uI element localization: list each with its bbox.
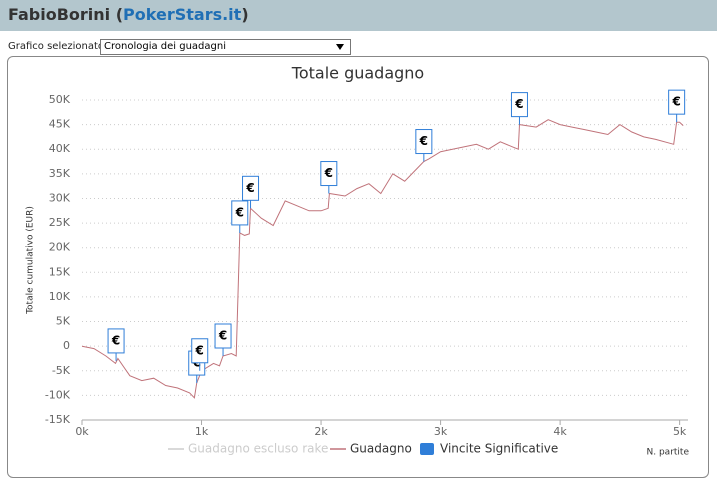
flag-label: €	[218, 329, 227, 343]
y-tick-label: 40K	[49, 142, 71, 155]
flag-label: €	[195, 343, 204, 357]
flag-box	[668, 89, 686, 115]
flag: €	[320, 161, 338, 194]
y-tick-label: 0	[63, 339, 70, 352]
flag-label: €	[671, 95, 680, 109]
x-tick-label: 0k	[75, 425, 89, 438]
y-tick-label: 30K	[49, 191, 71, 204]
flag-label: €	[111, 333, 120, 347]
y-tick-label: 25K	[49, 216, 71, 229]
flag: €	[191, 338, 209, 371]
flag: €	[415, 129, 433, 162]
flag: €	[231, 200, 249, 233]
flag-box	[214, 323, 232, 349]
flag-label: €	[419, 134, 428, 148]
header: FabioBorini (PokerStars.it)	[0, 0, 717, 31]
site-link[interactable]: PokerStars.it	[123, 5, 242, 24]
flag: €	[242, 175, 260, 209]
flag-label: €	[235, 205, 244, 219]
y-axis-title: Totale cumulativo (EUR)	[26, 206, 36, 315]
y-tick-label: 5K	[56, 315, 71, 328]
flag-box	[231, 200, 249, 226]
y-tick-label: -5K	[52, 364, 71, 377]
select-value: Cronologia dei guadagni	[104, 41, 226, 52]
select-label: Grafico selezionato	[8, 41, 105, 52]
flag-box	[191, 338, 209, 364]
title-end: )	[241, 5, 249, 24]
flag-box	[415, 129, 433, 155]
legend-label: Guadagno escluso rake	[188, 442, 328, 456]
y-tick-label: -10K	[45, 388, 71, 401]
legend-label: Guadagno	[350, 442, 412, 456]
x-tick-label: 4k	[553, 425, 567, 438]
y-tick-label: 20K	[49, 241, 71, 254]
y-tick-label: -15K	[45, 413, 71, 426]
flag-box	[510, 92, 528, 118]
legend-swatch	[420, 443, 434, 455]
flag-box	[320, 161, 338, 187]
flag-label: €	[514, 97, 523, 111]
y-tick-label: 10K	[49, 290, 71, 303]
chart: Totale guadagno Totale cumulativo (EUR) …	[26, 64, 690, 458]
flag: €	[510, 92, 528, 125]
chart-select[interactable]: Cronologia dei guadagni	[100, 39, 351, 55]
x-tick-label: 1k	[195, 425, 209, 438]
y-tick-label: 35K	[49, 167, 71, 180]
flag-label: €	[245, 181, 254, 195]
x-tick-label: 2k	[314, 425, 328, 438]
y-tick-label: 15K	[49, 265, 71, 278]
x-axis-note: N. partite	[647, 448, 690, 458]
select-arrow	[336, 44, 344, 50]
y-tick-label: 50K	[49, 93, 71, 106]
flag: €	[214, 323, 232, 356]
flag-label: €	[324, 166, 333, 180]
flag-box	[242, 175, 260, 201]
y-tick-label: 45K	[49, 118, 71, 131]
flag: €	[107, 328, 125, 361]
x-tick-label: 5k	[673, 425, 687, 438]
player-name: FabioBorini (	[8, 5, 124, 24]
header-title: FabioBorini (PokerStars.it)	[8, 5, 249, 24]
line-series	[81, 119, 684, 399]
flag: €	[668, 89, 686, 123]
flag-box	[107, 328, 125, 354]
x-tick-label: 3k	[434, 425, 448, 438]
chart-title: Totale guadagno	[291, 64, 424, 83]
legend-label: Vincite Significative	[440, 442, 558, 456]
